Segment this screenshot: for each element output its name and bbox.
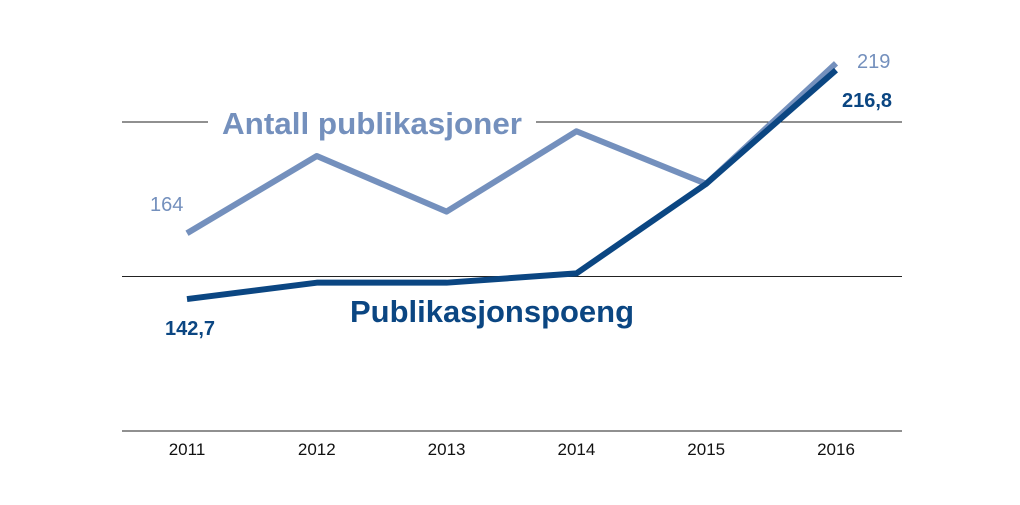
series-line-0 [185, 61, 839, 236]
x-tick-label: 2014 [557, 440, 595, 459]
legend-background [208, 105, 536, 141]
x-tick-label: 2012 [298, 440, 336, 459]
data-label-poeng-first: 142,7 [165, 318, 215, 340]
x-tick-label: 2015 [687, 440, 725, 459]
series-line-1 [186, 67, 838, 303]
series-label-antall-publikasjoner: Antall publikasjoner [222, 106, 522, 141]
data-label-antall-last: 219 [857, 51, 890, 73]
data-label-poeng-last: 216,8 [842, 90, 892, 112]
series-label-publikasjonspoeng: Publikasjonspoeng [350, 294, 634, 329]
x-tick-label: 2016 [817, 440, 855, 459]
x-tick-label: 2011 [169, 440, 206, 459]
data-label-antall-first: 164 [150, 194, 183, 216]
x-tick-label: 2013 [428, 440, 466, 459]
